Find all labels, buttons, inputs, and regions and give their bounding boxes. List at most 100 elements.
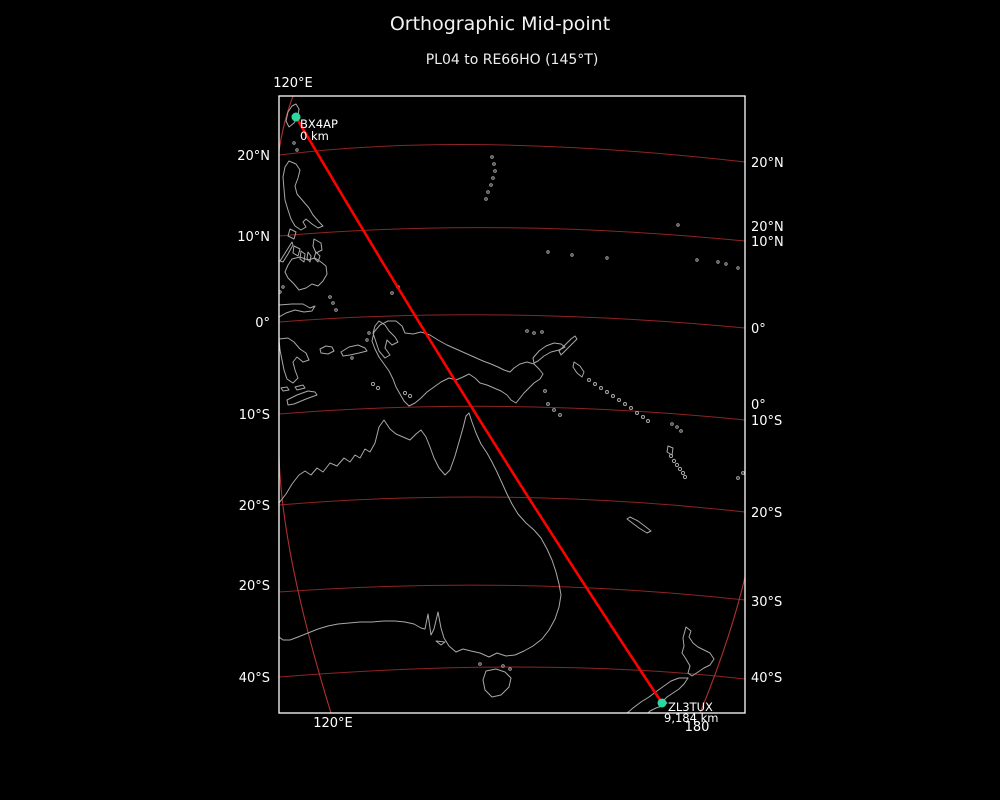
coastline-negros [299, 250, 306, 263]
island-solomons [599, 386, 603, 390]
coastline-new-guinea [371, 320, 544, 407]
island-vanuatu [668, 453, 674, 459]
island-sulu [281, 285, 285, 289]
coastline-leyte [313, 251, 321, 263]
island-solomons [587, 378, 591, 382]
island-tasmania-strait [501, 664, 505, 668]
island-vanuatu [680, 470, 686, 476]
island-aru-kei [375, 385, 381, 391]
marker-distance-ZL3TUX: 9,184 km [664, 711, 718, 725]
coastline-sulawesi [279, 337, 310, 384]
island-admiralty [540, 330, 544, 334]
coastline-mindoro [287, 228, 297, 240]
island-admiralty [525, 329, 529, 333]
island-micronesia [695, 258, 699, 262]
island-aru-kei [407, 393, 413, 399]
graticule-parallel-20S [279, 496, 745, 513]
island-sangihe [334, 308, 338, 312]
island-ternate [365, 338, 369, 342]
axis-label-right-0: 20°N [751, 156, 784, 171]
island-marianas [484, 197, 488, 201]
map-content [279, 96, 745, 713]
axis-label-left-6: 40°S [239, 671, 270, 686]
island-vanuatu [682, 474, 688, 480]
axis-label-left-1: 10°N [237, 230, 270, 245]
axis-label-right-6: 20°S [751, 506, 782, 521]
graticule-parallel-0 [279, 314, 745, 329]
graticule-parallel-40S [279, 666, 745, 680]
island-micronesia [716, 260, 720, 264]
island-batanes [292, 141, 296, 145]
island-marianas [490, 155, 494, 159]
island-santa-cruz [670, 422, 674, 426]
axis-label-right-3: 0° [751, 322, 766, 337]
axis-label-left-0: 20°N [237, 149, 270, 164]
coastline-taiwan [285, 103, 300, 128]
island-solomons [646, 419, 650, 423]
axis-label-top-0: 120°E [273, 76, 313, 91]
axis-label-right-4: 0° [751, 398, 766, 413]
map-frame [278, 95, 746, 714]
coastline-samar [312, 238, 323, 254]
coastline-kangaroo-island [435, 640, 446, 646]
axis-label-right-5: 10°S [751, 414, 782, 429]
marker-ZL3TUX [657, 698, 667, 708]
island-vanuatu [674, 462, 680, 468]
island-marianas [486, 190, 490, 194]
island-micronesia [724, 262, 728, 266]
coastline-panay [292, 245, 301, 257]
coastline-new-ireland [558, 335, 578, 356]
axis-label-left-4: 20°S [239, 499, 270, 514]
axis-label-left-3: 10°S [239, 408, 270, 423]
axis-label-right-7: 30°S [751, 595, 782, 610]
graticule-parallel-10S [279, 405, 745, 421]
coastline-espiritu-santo [666, 445, 674, 456]
island-sangihe [328, 295, 332, 299]
axis-label-bottom-1: 180 [685, 720, 710, 735]
axis-label-right-8: 40°S [751, 671, 782, 686]
coastline-sulawesi-north-arm [279, 303, 316, 318]
island-micronesia [546, 250, 550, 254]
island-ambon [350, 356, 354, 360]
coastline-luzon [282, 160, 324, 231]
island-louisiade [552, 408, 556, 412]
island-marianas [493, 169, 497, 173]
graticule-meridian-120E-lower [279, 433, 332, 713]
graticule-meridian-180 [699, 576, 745, 713]
coastline-nz-north-island [681, 626, 715, 677]
island-micronesia [570, 253, 574, 257]
coastline-tasmania [482, 668, 512, 698]
island-louisiade [543, 389, 547, 393]
coastline-palawan [279, 241, 294, 263]
axis-label-right-1: 20°N [751, 220, 784, 235]
island-louisiade [546, 402, 550, 406]
coastline-seram [340, 344, 368, 357]
island-palau [390, 291, 394, 295]
island-solomons [611, 394, 615, 398]
island-solomons [641, 415, 645, 419]
coastline-buru [319, 345, 335, 355]
course-line [294, 115, 664, 705]
axis-label-left-5: 20°S [239, 579, 270, 594]
island-vanuatu [677, 466, 683, 472]
axis-label-bottom-0: 120°E [313, 716, 353, 731]
graticule-meridian-120E-upper [279, 96, 294, 152]
island-batanes [295, 148, 299, 152]
island-micronesia [605, 256, 609, 260]
island-ternate [367, 331, 371, 335]
graticule-parallel-20N [279, 144, 745, 163]
island-louisiade [558, 413, 562, 417]
page-title: Orthographic Mid-point [389, 13, 611, 35]
graticule-parallel-10N [279, 227, 745, 242]
island-solomons [605, 390, 609, 394]
coastline-mindanao [284, 256, 328, 291]
island-tasmania-strait [478, 662, 482, 666]
island-aru-kei [402, 390, 408, 396]
island-marianas [489, 183, 493, 187]
coastline-cebu [306, 251, 312, 263]
island-sulu [279, 290, 282, 294]
island-solomons [593, 382, 597, 386]
coastline-new-caledonia [626, 516, 652, 534]
coastline-timor [286, 390, 318, 406]
coastline-australia [279, 412, 562, 658]
